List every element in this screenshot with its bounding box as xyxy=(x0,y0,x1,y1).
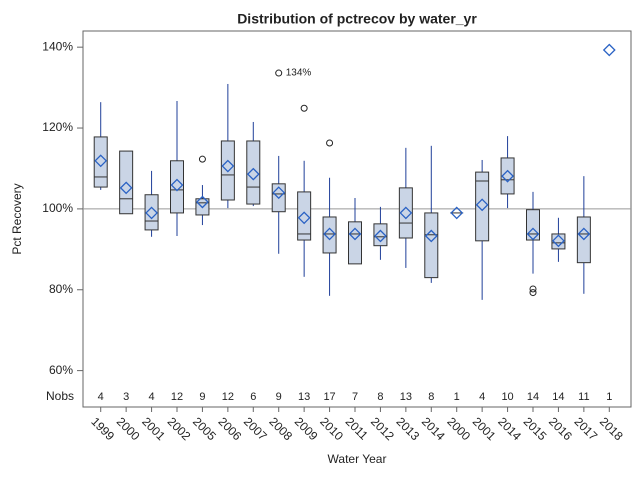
nobs-value: 14 xyxy=(527,391,539,403)
nobs-value: 11 xyxy=(578,391,589,403)
mean-marker xyxy=(170,178,184,192)
nobs-value: 13 xyxy=(298,391,310,403)
chart-title: Distribution of pctrecov by water_yr xyxy=(237,11,477,27)
mean-marker xyxy=(424,229,438,243)
mean-marker xyxy=(246,167,260,181)
mean-marker xyxy=(272,186,286,200)
box xyxy=(475,171,490,242)
outlier xyxy=(529,289,537,297)
box xyxy=(373,223,388,247)
outlier xyxy=(326,139,334,147)
mean-marker xyxy=(119,181,133,195)
nobs-value: 4 xyxy=(98,391,104,403)
mean-marker xyxy=(221,159,235,173)
nobs-value: 8 xyxy=(377,391,383,403)
nobs-value: 12 xyxy=(222,391,234,403)
mean-marker xyxy=(577,227,591,241)
y-tick-label: 120% xyxy=(42,120,73,134)
nobs-value: 4 xyxy=(149,391,155,403)
y-tick-label: 140% xyxy=(42,39,73,53)
nobs-value: 3 xyxy=(123,391,129,403)
nobs-value: 1 xyxy=(606,391,612,403)
nobs-value: 9 xyxy=(199,391,205,403)
mean-marker xyxy=(602,43,616,57)
mean-marker xyxy=(94,154,108,168)
mean-marker xyxy=(323,227,336,241)
nobs-value: 9 xyxy=(276,391,282,403)
y-axis-label: Pct Recovery xyxy=(10,183,24,254)
y-tick-label: 100% xyxy=(42,201,73,215)
outlier-label: 134% xyxy=(286,68,312,79)
box xyxy=(398,187,413,239)
nobs-value: 17 xyxy=(323,391,335,403)
box xyxy=(246,140,261,205)
x-axis-label: Water Year xyxy=(328,452,387,466)
box xyxy=(220,140,235,201)
outlier xyxy=(198,155,206,163)
nobs-value: 10 xyxy=(501,391,513,403)
mean-marker xyxy=(196,195,209,209)
nobs-value: 4 xyxy=(479,391,485,403)
box xyxy=(93,136,108,188)
nobs-value: 1 xyxy=(454,391,460,403)
nobs-label: Nobs xyxy=(46,389,74,403)
nobs-value: 6 xyxy=(250,391,256,403)
mean-marker xyxy=(145,206,158,220)
box xyxy=(424,212,439,279)
nobs-value: 12 xyxy=(171,391,183,403)
mean-marker xyxy=(348,227,362,241)
y-tick-label: 60% xyxy=(49,363,73,377)
mean-marker xyxy=(475,198,489,212)
mean-marker xyxy=(374,229,387,243)
outlier xyxy=(529,285,537,293)
box xyxy=(500,157,515,195)
box xyxy=(322,216,337,254)
outlier xyxy=(300,104,308,112)
nobs-value: 13 xyxy=(400,391,412,403)
box xyxy=(170,160,184,214)
mean-marker xyxy=(297,211,311,225)
plot-frame xyxy=(82,30,632,408)
mean-marker xyxy=(399,206,413,220)
y-tick-label: 80% xyxy=(49,282,73,296)
mean-marker xyxy=(450,206,464,220)
mean-marker xyxy=(501,169,514,183)
mean-marker xyxy=(526,227,540,241)
nobs-value: 8 xyxy=(428,391,434,403)
outlier xyxy=(275,69,283,77)
nobs-value: 7 xyxy=(352,391,358,403)
box xyxy=(297,191,312,241)
mean-marker xyxy=(552,234,565,248)
nobs-value: 14 xyxy=(552,391,564,403)
